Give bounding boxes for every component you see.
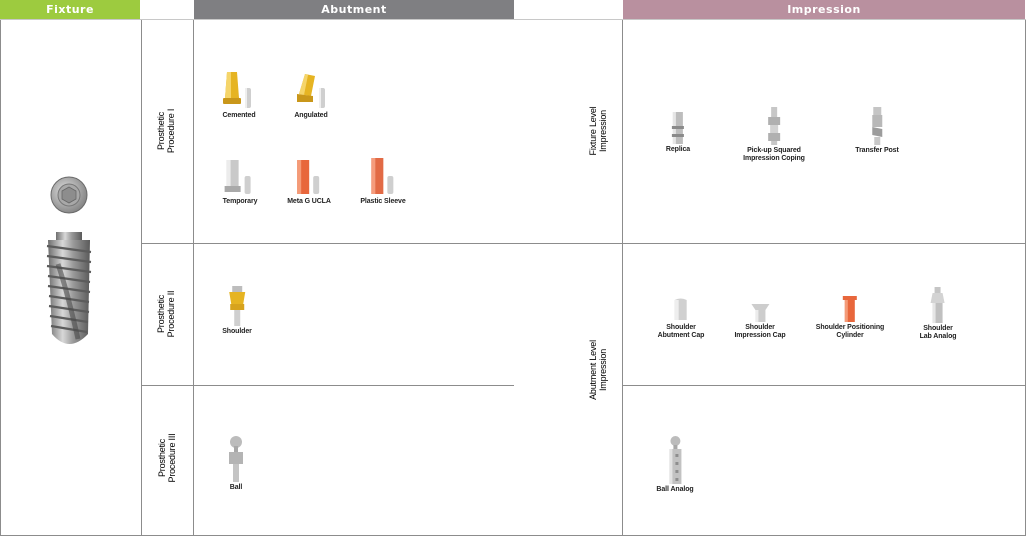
abutment-angulated: Angulated bbox=[293, 74, 329, 120]
transfer-post-icon bbox=[871, 107, 882, 145]
ucla-abutment-icon bbox=[297, 160, 319, 194]
shoulder-label: Shoulder bbox=[222, 328, 252, 335]
shoulder-positioning-cylinder-label: Shoulder Positioning Cylinder bbox=[815, 324, 885, 339]
impression-ball-analog: Ball Analog bbox=[656, 436, 694, 494]
abutment-shoulder: Shoulder bbox=[222, 286, 252, 336]
fixture-implant bbox=[38, 174, 100, 359]
impression-shoulder-abutment-cap: Shoulder Abutment Cap bbox=[657, 298, 705, 340]
impression-replica: Replica bbox=[666, 112, 690, 154]
temporary-abutment-icon bbox=[224, 160, 251, 194]
shoulder-lab-analog-label: Shoulder Lab Analog bbox=[919, 325, 957, 340]
shoulder-impression-cap-icon bbox=[751, 304, 769, 322]
impression-transfer-post: Transfer Post bbox=[855, 107, 899, 155]
grid-line bbox=[141, 385, 514, 386]
replica-label: Replica bbox=[665, 146, 691, 153]
fixture-level-impression-label: Fixture Level Impression bbox=[588, 106, 608, 156]
abutment-plastic-sleeve: Plastic Sleeve bbox=[360, 158, 406, 206]
pickup-coping-icon bbox=[767, 107, 780, 145]
grid-line bbox=[141, 243, 1026, 244]
ball-analog-icon bbox=[669, 436, 681, 484]
grid-line bbox=[141, 19, 142, 536]
shoulder-impression-cap-label: Shoulder Impression Cap bbox=[734, 324, 786, 339]
ball-abutment-icon bbox=[229, 436, 243, 482]
procedure-3-label: Prosthetic Procedure III bbox=[157, 433, 177, 483]
abutment-level-impression-label: Abutment Level Impression bbox=[588, 340, 608, 400]
positioning-cylinder-icon bbox=[842, 296, 857, 322]
abutment-temporary: Temporary bbox=[222, 160, 258, 206]
grid-line bbox=[193, 19, 194, 536]
plastic-sleeve-icon bbox=[371, 158, 393, 194]
pickup-coping-label: Pick-up Squared Impression Coping bbox=[743, 147, 805, 162]
abutment-cemented: Cemented bbox=[221, 72, 257, 120]
impression-shoulder-positioning-cylinder: Shoulder Positioning Cylinder bbox=[816, 296, 884, 340]
angulated-abutment-icon bbox=[297, 74, 325, 108]
angulated-label: Angulated bbox=[294, 112, 328, 119]
grid-line bbox=[0, 19, 1, 536]
shoulder-abutment-cap-label: Shoulder Abutment Cap bbox=[657, 324, 705, 339]
shoulder-lab-analog-icon bbox=[930, 287, 945, 323]
abutment-header: Abutment bbox=[194, 0, 514, 19]
fixture-header: Fixture bbox=[0, 0, 140, 19]
replica-icon bbox=[671, 112, 684, 144]
cemented-abutment-icon bbox=[223, 72, 251, 108]
procedure-1-label: Prosthetic Procedure I bbox=[156, 108, 176, 154]
plastic-sleeve-label: Plastic Sleeve bbox=[360, 198, 406, 205]
impression-header: Impression bbox=[623, 0, 1025, 19]
meta-g-ucla-label: Meta G UCLA bbox=[287, 198, 331, 205]
cemented-label: Cemented bbox=[222, 112, 256, 119]
ball-analog-label: Ball Analog bbox=[656, 486, 694, 493]
shoulder-abutment-cap-icon bbox=[674, 298, 687, 320]
temporary-label: Temporary bbox=[222, 198, 258, 205]
shoulder-abutment-icon bbox=[228, 286, 245, 326]
ball-label: Ball bbox=[229, 484, 243, 491]
grid-line bbox=[0, 19, 1026, 20]
impression-shoulder-lab-analog: Shoulder Lab Analog bbox=[920, 287, 957, 341]
grid-line bbox=[622, 19, 623, 536]
abutment-meta-g-ucla: Meta G UCLA bbox=[287, 160, 331, 206]
impression-pickup-coping: Pick-up Squared Impression Coping bbox=[743, 107, 805, 163]
abutment-ball: Ball bbox=[227, 436, 245, 492]
impression-shoulder-impression-cap: Shoulder Impression Cap bbox=[734, 304, 786, 340]
transfer-post-label: Transfer Post bbox=[855, 147, 899, 154]
fixture-implant-icon bbox=[46, 176, 92, 344]
procedure-2-label: Prosthetic Procedure II bbox=[156, 290, 176, 338]
grid-line bbox=[622, 385, 1026, 386]
